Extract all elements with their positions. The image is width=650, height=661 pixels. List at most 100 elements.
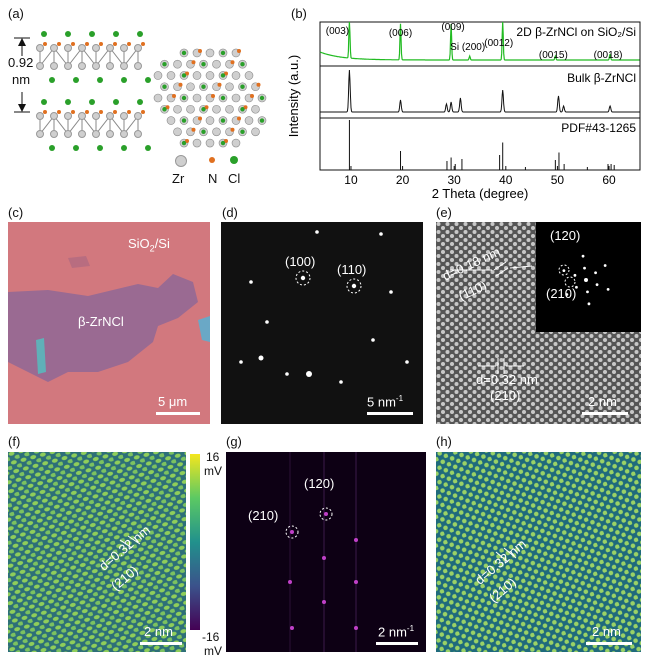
spot-210-label: (210): [248, 508, 279, 523]
diffraction-spot: [379, 232, 383, 236]
x-tick-label: 50: [551, 173, 565, 187]
cl-atom: [97, 77, 103, 83]
filtered-image: d=0.32 nm (210) 2 nm: [436, 452, 641, 652]
scale-label-c: 5 μm: [158, 394, 188, 409]
saed-spots: [239, 230, 409, 384]
scale-label-g: 2 nm-1: [378, 624, 415, 640]
zr-atom: [36, 62, 44, 70]
n-atom: [141, 110, 145, 114]
panel-a-crystal-structure: [14, 31, 267, 151]
saed-pattern: (100) (110) 5 nm-1: [221, 222, 423, 424]
x-axis-ticks: 10 20 30 40 50 60: [344, 166, 616, 187]
n-atom: [230, 60, 235, 65]
spot-210-ring: [285, 525, 299, 539]
n-atom: [57, 110, 61, 114]
peak-label: Si (200): [450, 42, 485, 53]
zr-atom: [36, 44, 44, 52]
inset-spot-210: (210): [546, 286, 577, 301]
zr-atom: [92, 62, 100, 70]
diffraction-spot: [306, 371, 312, 377]
flake-fragment: [68, 256, 90, 268]
zr-atom: [50, 62, 58, 70]
cl-atom: [220, 118, 226, 123]
zr-atom: [186, 104, 195, 114]
side-view-structure: [36, 31, 151, 151]
n-atom-icon: [209, 157, 215, 163]
hrtem-image: d=0.18 nm (110) d=0.32 nm (210) (120) (2…: [436, 222, 641, 424]
stm-image: d=0.32 nm (210) 2 nm: [8, 452, 186, 652]
scale-label-f: 2 nm: [144, 624, 173, 639]
n-atom: [172, 94, 176, 98]
n-atom: [99, 110, 103, 114]
cl-atom: [220, 73, 226, 78]
fft-spot: [575, 285, 578, 289]
spot-100-ring: [295, 270, 311, 286]
x-tick-label: 30: [448, 173, 462, 187]
cl-atom: [259, 118, 265, 123]
cl-atom: [41, 99, 47, 105]
cl-atom: [73, 145, 79, 151]
fft-spot: [581, 254, 585, 258]
fft-spot: [595, 283, 599, 287]
zr-atom: [78, 130, 86, 138]
cl-atom: [121, 145, 127, 151]
colorbar-max: 16: [206, 450, 220, 464]
zr-atom: [134, 130, 142, 138]
spot-110-ring: [346, 278, 362, 294]
x-axis-label: 2 Theta (degree): [432, 186, 529, 201]
height-unit: nm: [12, 72, 31, 87]
cl-atom: [41, 31, 47, 37]
n-atom: [224, 71, 228, 76]
zr-atom: [205, 138, 215, 148]
panel-b-label: (b): [291, 6, 307, 21]
diffraction-spot: [239, 360, 243, 364]
zr-atom: [166, 71, 176, 80]
zr-atom: [106, 62, 114, 70]
legend-zr: Zr: [172, 171, 185, 186]
n-atom: [237, 116, 241, 121]
cl-atom: [201, 62, 206, 67]
xrd-chart: 10 20 30 40 50 60 (003) (006)(009)Si (200) (001…: [286, 21, 641, 201]
scale-label-e: 2 nm: [588, 394, 617, 409]
top-view-structure: [153, 48, 267, 148]
diffraction-spot: [351, 283, 357, 289]
cl-atom: [240, 62, 245, 67]
zr-atom: [205, 48, 215, 58]
fft-spot: [324, 512, 328, 516]
thick-region-2: [198, 316, 210, 342]
fft-spot: [288, 580, 292, 584]
n-atom: [198, 116, 202, 121]
n-atom: [165, 105, 170, 110]
n-atom: [250, 94, 254, 98]
x-tick-label: 20: [396, 173, 410, 187]
colorbar: [190, 454, 200, 630]
stm-lattice: [8, 452, 186, 652]
zr-atom: [106, 112, 114, 120]
n-atom: [57, 42, 61, 46]
n-atom: [178, 82, 183, 87]
scale-bar-h: [586, 642, 632, 645]
cl-atom: [181, 50, 187, 56]
n-atom: [99, 42, 103, 46]
cl-atom: [65, 31, 71, 37]
cl-atom: [220, 140, 226, 146]
thick-region-1: [36, 338, 46, 374]
zr-atom: [78, 44, 86, 52]
optical-image: SiO2/Si β-ZrNCl 5 μm: [8, 222, 210, 424]
zr-atom: [251, 127, 260, 137]
n-atom: [256, 82, 261, 87]
legend-n: N: [208, 171, 218, 186]
fft-spot: [290, 530, 294, 534]
peak-label: (0015): [539, 50, 568, 61]
xrd-series-group: [319, 21, 640, 170]
cl-atom: [73, 77, 79, 83]
diffraction-spot: [371, 338, 375, 342]
diffraction-spot: [265, 320, 269, 324]
d1-marker-line2: [495, 267, 509, 277]
zr-atom: [244, 116, 254, 125]
cl-atom: [201, 129, 206, 134]
series-name-2d: 2D β-ZrNCl on SiO₂/Si: [516, 25, 636, 39]
zr-atom: [212, 127, 221, 137]
n-atom: [113, 42, 117, 46]
peak-label: (0018): [594, 50, 623, 61]
